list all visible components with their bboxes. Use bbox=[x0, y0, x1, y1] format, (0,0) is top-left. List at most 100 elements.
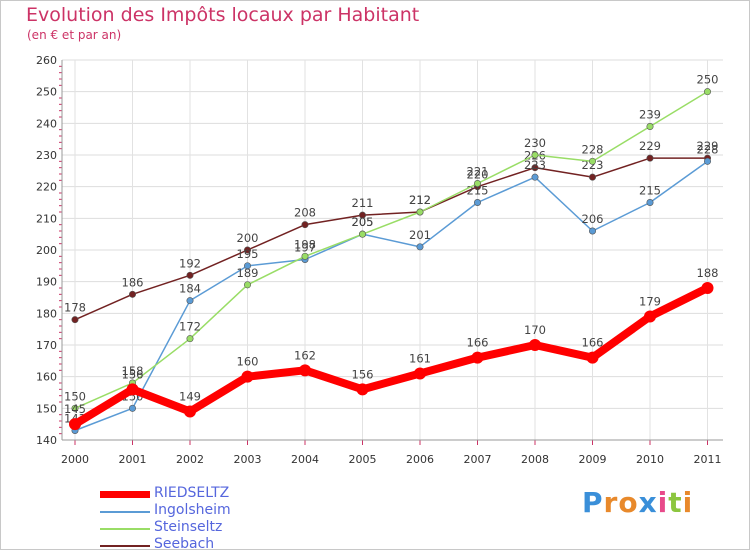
data-label: 189 bbox=[237, 266, 259, 280]
data-label: 205 bbox=[352, 215, 374, 229]
data-point bbox=[358, 230, 366, 238]
y-tick-label: 190 bbox=[36, 276, 57, 289]
data-point bbox=[414, 367, 426, 380]
data-label: 198 bbox=[294, 237, 316, 251]
data-label: 161 bbox=[409, 352, 431, 366]
data-point bbox=[129, 404, 137, 412]
logo-letter: r bbox=[603, 486, 619, 519]
data-point bbox=[588, 157, 596, 165]
data-label: 223 bbox=[524, 158, 546, 172]
data-point bbox=[358, 211, 366, 219]
data-point bbox=[129, 290, 137, 298]
proxiti-logo: Proxiti bbox=[582, 486, 693, 519]
legend-item-ingolsheim[interactable]: Ingolsheim bbox=[100, 502, 300, 520]
data-label: 150 bbox=[64, 389, 86, 403]
data-label: 179 bbox=[639, 295, 661, 309]
data-label: 212 bbox=[409, 193, 431, 207]
series-line-riedseltz bbox=[71, 284, 712, 429]
logo-letter: i bbox=[682, 486, 694, 519]
data-point bbox=[531, 173, 539, 181]
legend-label: Seebach bbox=[154, 536, 215, 552]
legend-item-riedseltz[interactable]: RIEDSELTZ bbox=[100, 485, 300, 503]
y-tick-label: 200 bbox=[36, 244, 57, 257]
logo-letter: x bbox=[638, 486, 658, 519]
data-point bbox=[244, 281, 252, 289]
y-tick-label: 240 bbox=[36, 117, 57, 130]
data-label: 229 bbox=[639, 139, 661, 153]
data-label: 166 bbox=[582, 336, 604, 350]
data-point bbox=[588, 227, 596, 235]
y-tick-label: 220 bbox=[36, 181, 57, 194]
data-label: 205 bbox=[352, 215, 374, 229]
data-label: 186 bbox=[122, 275, 144, 289]
data-point bbox=[703, 157, 711, 165]
legend: RIEDSELTZ Ingolsheim Steinseltz Seebach bbox=[100, 485, 300, 554]
data-label: 166 bbox=[467, 336, 489, 350]
logo-letter: t bbox=[668, 486, 683, 519]
x-tick-label: 2004 bbox=[291, 453, 319, 466]
data-point bbox=[701, 282, 714, 294]
data-label: 215 bbox=[639, 184, 661, 198]
data-point bbox=[703, 88, 711, 96]
data-point bbox=[588, 173, 596, 181]
data-point bbox=[646, 199, 654, 207]
data-point bbox=[586, 351, 599, 364]
data-point bbox=[301, 252, 309, 260]
data-label: 220 bbox=[467, 168, 489, 182]
legend-label: Ingolsheim bbox=[154, 502, 231, 518]
data-point bbox=[244, 246, 252, 254]
data-point bbox=[473, 180, 481, 188]
x-tick-label: 2001 bbox=[119, 453, 147, 466]
series-line-steinseltz bbox=[74, 90, 709, 410]
data-label: 188 bbox=[697, 266, 719, 280]
data-label: 156 bbox=[122, 367, 144, 381]
data-label: 195 bbox=[237, 247, 259, 261]
x-tick-label: 2010 bbox=[636, 453, 664, 466]
data-label: 228 bbox=[582, 142, 604, 156]
legend-swatch bbox=[100, 528, 150, 530]
data-label: 211 bbox=[352, 196, 374, 210]
chart-subtitle: (en € et par an) bbox=[27, 28, 122, 42]
legend-item-steinseltz[interactable]: Steinseltz bbox=[100, 519, 300, 537]
data-label: 212 bbox=[409, 193, 431, 207]
series-line-ingolsheim bbox=[74, 160, 709, 432]
y-tick-label: 230 bbox=[36, 149, 57, 162]
data-label: 200 bbox=[237, 231, 259, 245]
x-tick-label: 2005 bbox=[349, 453, 377, 466]
data-point bbox=[241, 370, 254, 383]
data-label: 201 bbox=[409, 228, 431, 242]
data-point bbox=[646, 154, 654, 162]
legend-item-seebach[interactable]: Seebach bbox=[100, 536, 300, 554]
x-tick-label: 2008 bbox=[521, 453, 549, 466]
chart-title: Evolution des Impôts locaux par Habitant bbox=[26, 4, 420, 26]
y-tick-label: 210 bbox=[36, 212, 57, 225]
data-label: 239 bbox=[639, 108, 661, 122]
data-label: 160 bbox=[237, 355, 259, 369]
y-tick-label: 260 bbox=[36, 54, 57, 67]
data-point bbox=[471, 351, 484, 364]
data-label: 158 bbox=[122, 364, 144, 378]
y-tick-label: 150 bbox=[36, 402, 57, 415]
data-point bbox=[531, 151, 539, 159]
data-point bbox=[646, 123, 654, 131]
legend-swatch bbox=[100, 545, 150, 547]
logo-letter: i bbox=[657, 486, 669, 519]
legend-swatch bbox=[100, 511, 150, 513]
data-label: 192 bbox=[179, 256, 201, 270]
data-label: 206 bbox=[582, 212, 604, 226]
legend-label: RIEDSELTZ bbox=[154, 485, 230, 501]
data-point bbox=[644, 310, 656, 323]
data-point bbox=[71, 316, 79, 324]
y-tick-label: 180 bbox=[36, 307, 57, 320]
data-label: 228 bbox=[697, 142, 719, 156]
data-point bbox=[244, 262, 252, 270]
data-point bbox=[416, 243, 424, 251]
logo-letter: P bbox=[582, 486, 604, 519]
y-tick-label: 250 bbox=[36, 86, 57, 99]
x-tick-label: 2003 bbox=[234, 453, 262, 466]
data-point bbox=[299, 364, 311, 377]
y-tick-label: 160 bbox=[36, 371, 57, 384]
data-label: 184 bbox=[179, 282, 201, 296]
data-label: 162 bbox=[294, 348, 316, 362]
